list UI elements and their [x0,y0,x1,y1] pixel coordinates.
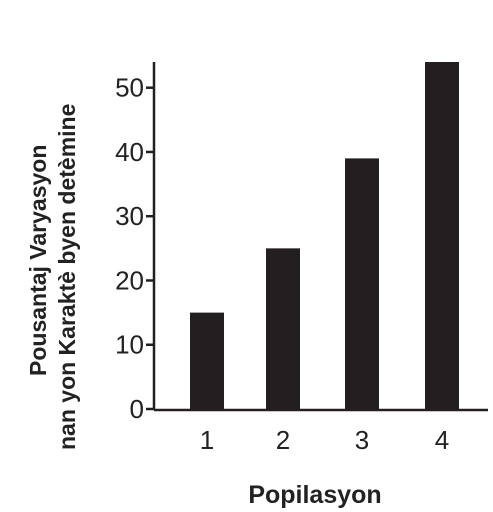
x-tick-label: 4 [435,425,449,455]
bar-population-3 [345,158,379,410]
x-axis-label: Popilasyon [248,481,381,509]
bar-population-4 [425,62,459,410]
y-tick-label: 0 [130,394,144,424]
x-tick-label: 1 [200,425,214,455]
x-tick-label: 2 [276,425,290,455]
y-tick-label: 50 [115,73,144,103]
y-axis-label: Pousantaj Varyasyon nan yon Karaktè byen… [25,104,80,450]
y-tick-label: 20 [115,265,144,295]
y-axis-label-line-1: Pousantaj Varyasyon [25,145,51,376]
y-tick-label: 40 [115,137,144,167]
y-axis-label-line-2: nan yon Karaktè byen detèmine [54,104,80,450]
y-ticks: 0 10 20 30 40 50 [115,73,154,424]
x-tick-label: 3 [355,425,369,455]
bar-population-2 [266,248,300,410]
bar-population-1 [190,312,224,410]
x-ticks: 1 2 3 4 [200,425,449,455]
y-tick-label: 30 [115,201,144,231]
y-tick-label: 10 [115,330,144,360]
bars [190,62,459,410]
